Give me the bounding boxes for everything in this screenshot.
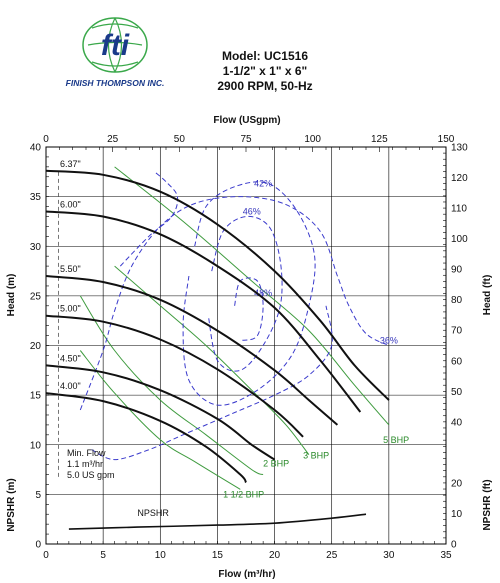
head-curve xyxy=(45,210,362,413)
bhp-label: 3 BHP xyxy=(303,451,329,461)
impeller-label: 5.00" xyxy=(60,304,81,314)
bhp-label: 5 BHP xyxy=(383,435,409,445)
y2-tick-label: 0 xyxy=(451,540,457,551)
x-tick-label: 25 xyxy=(326,550,338,561)
x2-tick-label: 50 xyxy=(174,134,186,145)
y2-tick-label: 90 xyxy=(451,265,463,276)
x-tick-label: 30 xyxy=(383,550,395,561)
pump-size: 1-1/2" x 1" x 6" xyxy=(223,64,307,78)
efficiency-contour xyxy=(79,196,390,411)
impeller-label: 5.50" xyxy=(60,264,81,274)
bhp-label: 2 BHP xyxy=(263,459,289,469)
y2-tick-label: 60 xyxy=(451,356,463,367)
brand-name: FINISH THOMPSON INC. xyxy=(66,78,165,88)
impeller-label: 4.00" xyxy=(60,381,81,391)
y-tick-label: 0 xyxy=(35,540,41,551)
x2-tick-label: 25 xyxy=(107,134,119,145)
y-tick-label: 25 xyxy=(30,291,42,302)
efficiency-contour xyxy=(207,215,283,372)
npshr-label: NPSHR xyxy=(137,508,169,518)
head-curve xyxy=(45,275,339,426)
min-flow-gpm: 5.0 US gpm xyxy=(67,470,115,480)
x2-axis-title: Flow (USgpm) xyxy=(213,115,280,126)
efficiency-contour xyxy=(182,181,316,406)
efficiency-label: 48% xyxy=(254,288,272,298)
impeller-label: 6.37" xyxy=(60,159,81,169)
min-flow-note: Min. Flow xyxy=(67,448,106,458)
model-title: Model: UC1516 xyxy=(222,49,308,63)
impeller-label: 6.00" xyxy=(60,200,81,210)
head-curve xyxy=(45,392,247,484)
x2-tick-label: 0 xyxy=(43,134,49,145)
efficiency-contour xyxy=(91,305,333,461)
y2-tick-label: 100 xyxy=(451,234,468,245)
efficiency-label: 36% xyxy=(380,336,398,346)
npshr-curve xyxy=(68,513,367,530)
x-axis-title: Flow (m³/hr) xyxy=(218,569,275,580)
y-tick-label: 30 xyxy=(30,242,42,253)
pump-speed: 2900 RPM, 50-Hz xyxy=(217,79,312,93)
x-tick-label: 35 xyxy=(440,550,452,561)
y2-axis-title: Head (ft) xyxy=(482,275,493,316)
y-tick-label: 40 xyxy=(30,143,42,154)
x-tick-label: 0 xyxy=(43,550,49,561)
y-axis-title: Head (m) xyxy=(6,274,17,317)
y-tick-label: 5 xyxy=(35,490,41,501)
head-curve xyxy=(45,169,390,401)
x2-tick-label: 100 xyxy=(304,134,321,145)
y-tick-label: 15 xyxy=(30,391,42,402)
impeller-label: 4.50" xyxy=(60,353,81,363)
y-tick-label: 35 xyxy=(30,192,42,203)
npshr-y2-axis-title: NPSHR (ft) xyxy=(482,479,493,530)
efficiency-label: 46% xyxy=(243,206,261,216)
head-curve xyxy=(45,314,304,438)
y2-tick-label: 40 xyxy=(451,417,463,428)
x-tick-label: 20 xyxy=(269,550,281,561)
y2-tick-label: 120 xyxy=(451,173,468,184)
plot-area: 1 1/2 BHP 2 BHP 3 BHP 5 BHP 36% 42% 46% 48% 6.37… xyxy=(45,146,447,545)
y-tick-label: 10 xyxy=(30,440,42,451)
logo-mark: fti xyxy=(101,29,130,62)
head-curve xyxy=(45,364,276,461)
company-logo: fti FINISH THOMPSON INC. xyxy=(66,17,165,88)
efficiency-contour xyxy=(119,171,179,267)
y2-tick-label: 70 xyxy=(451,326,463,337)
x2-tick-label: 150 xyxy=(438,134,455,145)
y2-tick-label: 110 xyxy=(451,204,467,215)
x-tick-label: 5 xyxy=(100,550,106,561)
bhp-label: 1 1/2 BHP xyxy=(223,489,264,499)
x-tick-label: 10 xyxy=(155,550,167,561)
min-flow-m3: 1.1 m³/hr xyxy=(67,459,103,469)
y2-tick-label: 10 xyxy=(451,509,463,520)
bhp-line xyxy=(114,166,390,426)
y2-tick-label: 130 xyxy=(451,143,468,154)
x-tick-label: 15 xyxy=(212,550,224,561)
tick-labels: 0 5 10 15 20 25 30 350 25 50 75 100 125 1501015202530… xyxy=(30,134,468,561)
npshr-y-axis-title: NPSHR (m) xyxy=(6,478,17,531)
x2-tick-label: 125 xyxy=(371,134,388,145)
x2-tick-label: 75 xyxy=(240,134,252,145)
bhp-line xyxy=(79,350,241,490)
y2-tick-label: 50 xyxy=(451,387,463,398)
y2-tick-label: 20 xyxy=(451,478,463,489)
efficiency-label: 42% xyxy=(254,179,272,189)
y-tick-label: 20 xyxy=(30,341,42,352)
bhp-line xyxy=(114,265,310,456)
bhp-line xyxy=(79,295,264,475)
y2-tick-label: 80 xyxy=(451,295,463,306)
